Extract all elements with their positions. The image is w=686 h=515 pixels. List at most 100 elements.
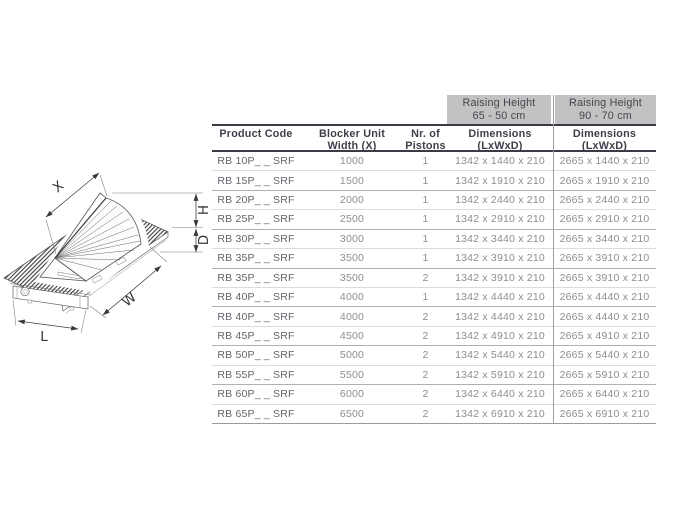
product-code-cell: RB 10P_ _ SRF [217,155,295,168]
table-row: RB 30P_ _ SRF 3000 1 1342 x 3440 x 210 2665 … [212,230,656,250]
table-row: RB 60P_ _ SRF 6000 2 1342 x 6440 x 210 2665 … [212,385,656,405]
col-header-dimensions-90: Dimensions (LxWxD) [572,128,637,152]
value-cell: 1000 [339,155,365,168]
table-row: RB 20P_ _ SRF 2000 1 1342 x 2440 x 210 2665 … [212,191,656,211]
table-row: RB 40P_ _ SRF 4000 2 1342 x 4440 x 210 2665 … [212,307,656,327]
value-cell: 2665 x 3910 x 210 [559,252,650,265]
product-code-cell: RB 50P_ _ SRF [217,349,295,362]
table-row: RB 10P_ _ SRF 1000 1 1342 x 1440 x 210 2665 … [212,152,656,172]
value-cell: 2 [422,407,429,420]
value-cell: 1342 x 3440 x 210 [455,232,545,245]
value-cell: 2 [422,349,429,362]
value-cell: 3000 [339,232,365,245]
value-cell: 2665 x 6910 x 210 [559,407,650,420]
dim-label-d: D [196,235,212,245]
spec-table: Raising Height 65 - 50 cm Raising Height… [212,95,656,425]
value-cell: 2665 x 5440 x 210 [559,349,650,362]
group-header-range: 90 - 70 cm [578,109,632,122]
value-cell: 4000 [339,291,365,304]
value-cell: 2665 x 4440 x 210 [559,291,650,304]
column-divider [553,95,554,424]
value-cell: 2 [422,388,429,401]
product-code-cell: RB 65P_ _ SRF [217,407,295,420]
value-cell: 1342 x 6910 x 210 [455,407,545,420]
value-cell: 1342 x 2440 x 210 [455,194,545,207]
value-cell: 1342 x 6440 x 210 [455,388,545,401]
value-cell: 1342 x 2910 x 210 [455,213,545,226]
table-body: RB 10P_ _ SRF 1000 1 1342 x 1440 x 210 2665 … [212,152,656,424]
value-cell: 1342 x 1440 x 210 [455,155,545,168]
value-cell: 1342 x 1910 x 210 [455,174,545,187]
group-header-raising-65: Raising Height 65 - 50 cm [447,95,551,124]
product-code-cell: RB 60P_ _ SRF [217,388,295,401]
value-cell: 1 [422,252,429,265]
value-cell: 5500 [339,368,365,381]
product-code-cell: RB 25P_ _ SRF [217,213,295,226]
product-code-cell: RB 15P_ _ SRF [217,174,295,187]
value-cell: 2000 [339,194,365,207]
product-code-cell: RB 55P_ _ SRF [217,368,295,381]
table-row: RB 15P_ _ SRF 1500 1 1342 x 1910 x 210 2665 … [212,171,656,191]
product-code-cell: RB 35P_ _ SRF [217,271,295,284]
value-cell: 5000 [339,349,365,362]
value-cell: 1 [422,291,429,304]
value-cell: 2 [422,271,429,284]
product-code-cell: RB 20P_ _ SRF [217,194,295,207]
value-cell: 3500 [339,271,365,284]
value-cell: 3500 [339,252,365,265]
value-cell: 1 [422,155,429,168]
value-cell: 1342 x 5910 x 210 [455,368,545,381]
value-cell: 2665 x 4910 x 210 [559,330,650,343]
product-code-cell: RB 40P_ _ SRF [217,291,295,304]
dim-label-x: X [50,178,67,196]
group-header-title: Raising Height [568,97,643,109]
group-header-title: Raising Height [462,97,536,109]
value-cell: 1342 x 4440 x 210 [455,310,545,323]
dimension-lines [12,172,203,334]
value-cell: 2 [422,368,429,381]
value-cell: 1 [422,232,429,245]
table-row: RB 45P_ _ SRF 4500 2 1342 x 4910 x 210 2665 … [212,327,656,347]
table-row: RB 50P_ _ SRF 5000 2 1342 x 5440 x 210 2665 … [212,346,656,366]
col-header-pistons: Nr. of Pistons [405,128,446,152]
value-cell: 1342 x 4440 x 210 [455,291,545,304]
product-code-cell: RB 40P_ _ SRF [217,310,295,323]
dim-label-w: W [119,290,140,311]
value-cell: 2665 x 5910 x 210 [559,368,650,381]
dim-label-h: H [196,205,212,215]
value-cell: 4000 [339,310,365,323]
value-cell: 1342 x 5440 x 210 [455,349,545,362]
col-header-dimensions-65: Dimensions (LxWxD) [468,128,532,152]
value-cell: 4500 [339,330,365,343]
value-cell: 1 [422,194,429,207]
table-row: RB 35P_ _ SRF 3500 1 1342 x 3910 x 210 2665 … [212,249,656,269]
column-header-row: Product Code Blocker Unit Width (X) Nr. o… [212,124,656,152]
group-header-raising-90: Raising Height 90 - 70 cm [555,95,656,124]
road-blocker-drawing: X H D W L [3,172,212,345]
conduit-circle [20,286,30,297]
value-cell: 1342 x 3910 x 210 [455,252,545,265]
value-cell: 2665 x 2910 x 210 [559,213,650,226]
value-cell: 1 [422,174,429,187]
value-cell: 2665 x 1440 x 210 [559,155,650,168]
dim-label-l: L [40,329,48,345]
table-row: RB 25P_ _ SRF 2500 1 1342 x 2910 x 210 2665 … [212,210,656,230]
value-cell: 6000 [339,388,365,401]
col-header-blocker-width: Blocker Unit Width (X) [319,128,385,152]
product-code-cell: RB 30P_ _ SRF [217,232,295,245]
value-cell: 2665 x 3910 x 210 [559,271,650,284]
group-header-range: 65 - 50 cm [472,109,526,122]
value-cell: 2665 x 2440 x 210 [559,194,650,207]
value-cell: 2665 x 3440 x 210 [559,232,650,245]
value-cell: 2665 x 1910 x 210 [559,174,650,187]
value-cell: 2665 x 4440 x 210 [559,310,650,323]
value-cell: 2 [422,330,429,343]
table-row: RB 65P_ _ SRF 6500 2 1342 x 6910 x 210 2665 … [212,405,656,424]
value-cell: 2 [422,310,429,323]
value-cell: 6500 [339,407,365,420]
value-cell: 1342 x 4910 x 210 [455,330,545,343]
product-code-cell: RB 45P_ _ SRF [217,330,295,343]
value-cell: 1 [422,213,429,226]
value-cell: 2665 x 6440 x 210 [559,388,650,401]
